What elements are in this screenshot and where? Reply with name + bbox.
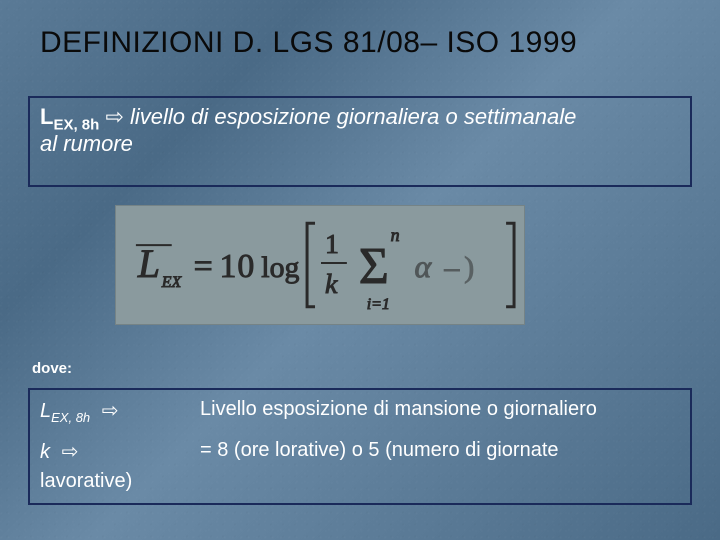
svg-text:EX: EX xyxy=(161,274,183,291)
svg-text:i=1: i=1 xyxy=(367,296,390,313)
formula-image: L EX = 1 0 log 1 k Σ n i=1 α – ) xyxy=(115,205,525,325)
svg-text:k: k xyxy=(325,269,338,300)
definition-text-2: al rumore xyxy=(40,131,680,157)
definition-box: LEX, 8h ⇨ livello di esposizione giornal… xyxy=(28,96,692,187)
svg-text:1: 1 xyxy=(325,229,339,260)
svg-text:=: = xyxy=(194,248,213,285)
legend-desc-2: = 8 (ore lorative) o 5 (numero di giorna… xyxy=(200,439,680,462)
legend-sym-1: L xyxy=(40,400,51,422)
svg-text:Σ: Σ xyxy=(359,238,389,295)
svg-text:0: 0 xyxy=(237,248,254,285)
svg-text:L: L xyxy=(137,242,160,286)
legend-box: LEX, 8h ⇨ Livello esposizione di mansion… xyxy=(28,388,692,505)
svg-text:n: n xyxy=(391,225,400,245)
svg-text:α: α xyxy=(415,249,433,284)
arrow-icon: ⇨ xyxy=(105,104,123,129)
legend-desc-1: Livello esposizione di mansione o giorna… xyxy=(200,398,680,421)
arrow-icon: ⇨ xyxy=(102,400,119,422)
legend-row: LEX, 8h ⇨ Livello esposizione di mansion… xyxy=(30,390,690,435)
definition-symbol: L xyxy=(40,104,53,129)
legend-sym-2: k xyxy=(40,441,50,463)
legend-lavorative: lavorative) xyxy=(30,470,690,503)
arrow-icon: ⇨ xyxy=(62,441,79,463)
dove-label: dove: xyxy=(32,360,72,377)
svg-text:log: log xyxy=(261,251,299,284)
definition-text-1: livello di esposizione giornaliera o set… xyxy=(130,104,576,129)
svg-text:1: 1 xyxy=(219,248,236,285)
slide-title: DEFINIZIONI D. LGS 81/08– ISO 1999 xyxy=(40,26,577,60)
svg-text:–: – xyxy=(443,251,460,284)
svg-text:): ) xyxy=(464,251,474,284)
legend-sub-1: EX, 8h xyxy=(51,410,90,425)
